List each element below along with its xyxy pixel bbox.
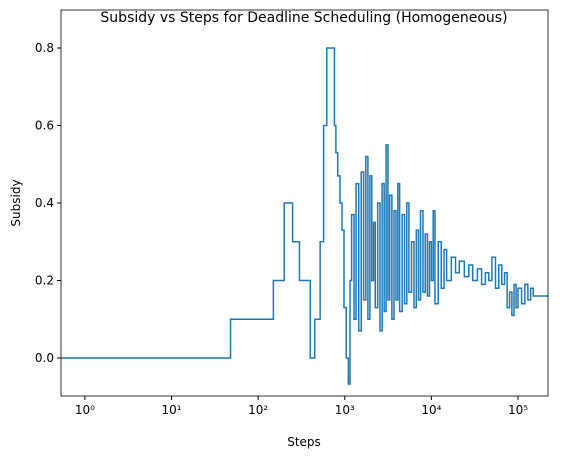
x-axis-label: Steps — [287, 435, 321, 449]
chart-title: Subsidy vs Steps for Deadline Scheduling… — [100, 10, 507, 26]
y-tick-label: 0.6 — [35, 118, 54, 132]
x-tick-label: 10⁵ — [508, 403, 528, 417]
y-axis-label: Subsidy — [9, 179, 23, 226]
y-tick-label: 0.0 — [35, 351, 54, 365]
y-tick-label: 0.4 — [35, 196, 54, 210]
plot-frame — [60, 9, 549, 397]
y-tick-label: 0.8 — [35, 41, 54, 55]
x-tick-label: 10³ — [335, 403, 355, 417]
x-tick-label: 10⁴ — [421, 403, 441, 417]
y-tick-label: 0.2 — [35, 274, 54, 288]
step-line — [61, 47, 548, 385]
x-tick-label: 10⁰ — [75, 403, 95, 417]
x-tick-label: 10¹ — [161, 403, 181, 417]
x-tick-label: 10² — [248, 403, 268, 417]
